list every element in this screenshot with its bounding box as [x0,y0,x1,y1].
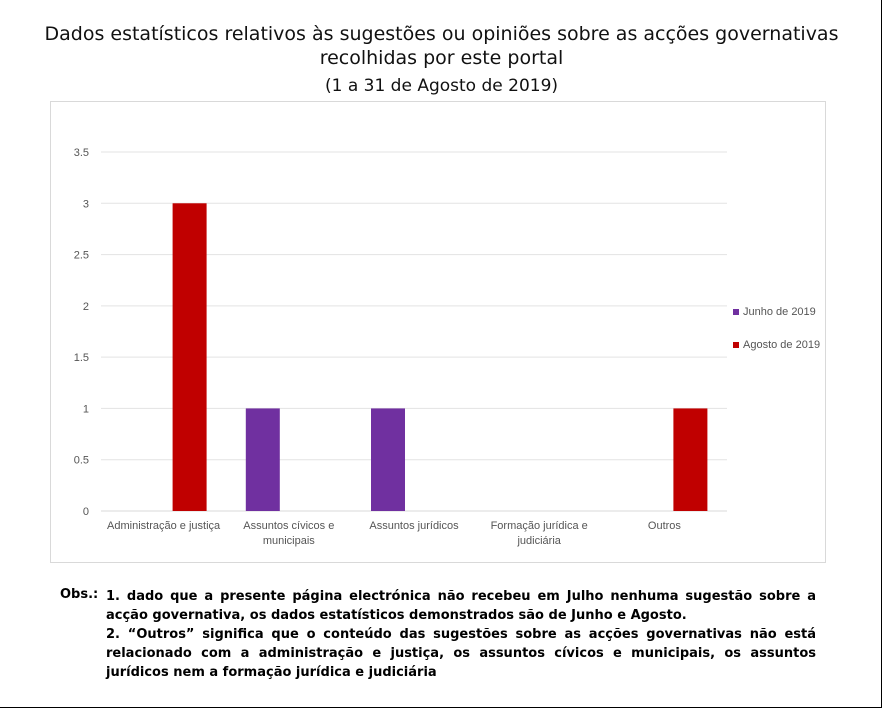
x-tick-label: judiciária [516,535,561,547]
y-tick-label: 2 [83,301,89,313]
bar [371,408,405,511]
y-tick-label: 0.5 [74,455,89,467]
x-tick-label: Assuntos cívicos e [243,520,334,532]
x-tick-label: Assuntos jurídicos [369,520,459,532]
bar [673,408,708,511]
legend-label: Agosto de 2019 [743,339,820,351]
y-tick-label: 1 [83,403,89,415]
note-item-2: 2. “Outros” significa que o conteúdo das… [106,627,816,680]
x-tick-label: Outros [648,520,682,532]
x-tick-label: Administração e justiça [107,520,221,532]
x-tick-label: Formação jurídica e [491,520,588,532]
chart-area: 0 0.5 1 1.5 2 2.5 3 3.5 Administração e justiça A… [50,101,826,563]
notes-label: Obs.: [60,587,99,602]
legend-label: Junho de 2019 [743,306,816,318]
bar [172,203,207,511]
x-tick-label: municipais [263,535,315,547]
bar-chart: 0 0.5 1 1.5 2 2.5 3 3.5 Administração e justiça A… [74,147,820,547]
bar [245,408,280,511]
y-tick-label: 2.5 [74,250,89,262]
legend-swatch [733,342,739,348]
notes-body: 1. dado que a presente página electrónic… [106,587,816,682]
y-tick-label: 1.5 [74,352,89,364]
y-tick-label: 0 [83,506,89,518]
y-tick-label: 3 [83,198,89,210]
chart-subtitle: (1 a 31 de Agosto de 2019) [324,76,559,96]
legend-swatch [733,309,739,315]
chart-title: Dados estatísticos relativos às sugestõe… [44,23,839,69]
note-item-1: 1. dado que a presente página electrónic… [106,589,816,623]
y-tick-label: 3.5 [74,147,89,159]
